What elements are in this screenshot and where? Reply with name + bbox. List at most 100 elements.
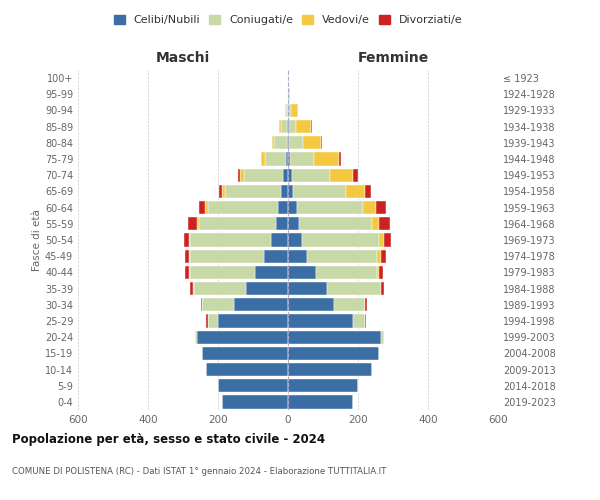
Bar	[330, 168, 353, 182]
Bar	[288, 396, 353, 408]
Bar	[240, 168, 244, 182]
Bar	[326, 282, 381, 295]
Bar	[195, 330, 197, 344]
Bar	[384, 234, 391, 246]
Bar	[246, 282, 288, 295]
Bar	[234, 298, 288, 312]
Bar	[379, 234, 384, 246]
Bar	[288, 185, 293, 198]
Bar	[190, 250, 263, 263]
Bar	[272, 136, 274, 149]
Bar	[363, 201, 376, 214]
Bar	[287, 136, 288, 149]
Bar	[297, 201, 363, 214]
Bar	[202, 298, 234, 312]
Bar	[206, 314, 208, 328]
Bar	[288, 104, 291, 117]
Bar	[197, 330, 288, 344]
Text: COMUNE DI POLISTENA (RC) - Dati ISTAT 1° gennaio 2024 - Elaborazione TUTTITALIA.: COMUNE DI POLISTENA (RC) - Dati ISTAT 1°…	[12, 468, 386, 476]
Bar	[277, 201, 288, 214]
Bar	[199, 201, 205, 214]
Bar	[189, 250, 190, 263]
Bar	[372, 217, 379, 230]
Bar	[292, 168, 330, 182]
Bar	[314, 152, 339, 166]
Bar	[222, 185, 225, 198]
Bar	[303, 136, 320, 149]
Bar	[283, 168, 288, 182]
Bar	[288, 88, 289, 101]
Bar	[221, 396, 288, 408]
Bar	[316, 266, 377, 279]
Bar	[206, 363, 288, 376]
Bar	[288, 266, 316, 279]
Bar	[379, 266, 383, 279]
Bar	[346, 185, 365, 198]
Bar	[289, 88, 290, 101]
Bar	[285, 104, 286, 117]
Bar	[288, 250, 307, 263]
Bar	[302, 234, 379, 246]
Bar	[286, 152, 288, 166]
Bar	[382, 282, 384, 295]
Bar	[377, 266, 379, 279]
Bar	[208, 201, 277, 214]
Bar	[334, 298, 365, 312]
Bar	[193, 282, 246, 295]
Bar	[287, 120, 288, 134]
Bar	[288, 379, 358, 392]
Bar	[286, 104, 288, 117]
Bar	[291, 104, 298, 117]
Bar	[376, 201, 386, 214]
Bar	[289, 136, 303, 149]
Bar	[185, 250, 189, 263]
Bar	[365, 185, 371, 198]
Bar	[202, 346, 288, 360]
Bar	[353, 168, 358, 182]
Text: Femmine: Femmine	[358, 51, 428, 65]
Bar	[188, 234, 190, 246]
Text: Popolazione per età, sesso e stato civile - 2024: Popolazione per età, sesso e stato civil…	[12, 432, 325, 446]
Bar	[262, 152, 265, 166]
Legend: Celibi/Nubili, Coniugati/e, Vedovi/e, Divorziati/e: Celibi/Nubili, Coniugati/e, Vedovi/e, Di…	[109, 10, 467, 30]
Bar	[185, 266, 189, 279]
Bar	[353, 314, 365, 328]
Bar	[205, 201, 208, 214]
Bar	[288, 330, 381, 344]
Bar	[381, 330, 383, 344]
Bar	[288, 201, 297, 214]
Bar	[288, 120, 289, 134]
Y-axis label: Fasce di età: Fasce di età	[32, 209, 42, 271]
Bar	[274, 136, 287, 149]
Bar	[379, 217, 389, 230]
Bar	[281, 120, 287, 134]
Bar	[339, 152, 341, 166]
Bar	[381, 250, 386, 263]
Bar	[288, 152, 290, 166]
Bar	[218, 314, 288, 328]
Bar	[225, 185, 281, 198]
Bar	[377, 250, 381, 263]
Bar	[288, 234, 302, 246]
Bar	[381, 282, 382, 295]
Bar	[288, 168, 292, 182]
Bar	[265, 152, 286, 166]
Bar	[238, 168, 240, 182]
Bar	[365, 298, 367, 312]
Bar	[288, 217, 299, 230]
Bar	[296, 120, 311, 134]
Bar	[190, 266, 255, 279]
Bar	[276, 217, 288, 230]
Bar	[288, 298, 334, 312]
Bar	[271, 234, 288, 246]
Bar	[288, 346, 379, 360]
Bar	[190, 282, 193, 295]
Bar	[320, 136, 322, 149]
Bar	[184, 234, 188, 246]
Bar	[279, 120, 281, 134]
Bar	[220, 185, 222, 198]
Bar	[290, 152, 314, 166]
Bar	[255, 266, 288, 279]
Bar	[288, 314, 353, 328]
Text: Maschi: Maschi	[156, 51, 210, 65]
